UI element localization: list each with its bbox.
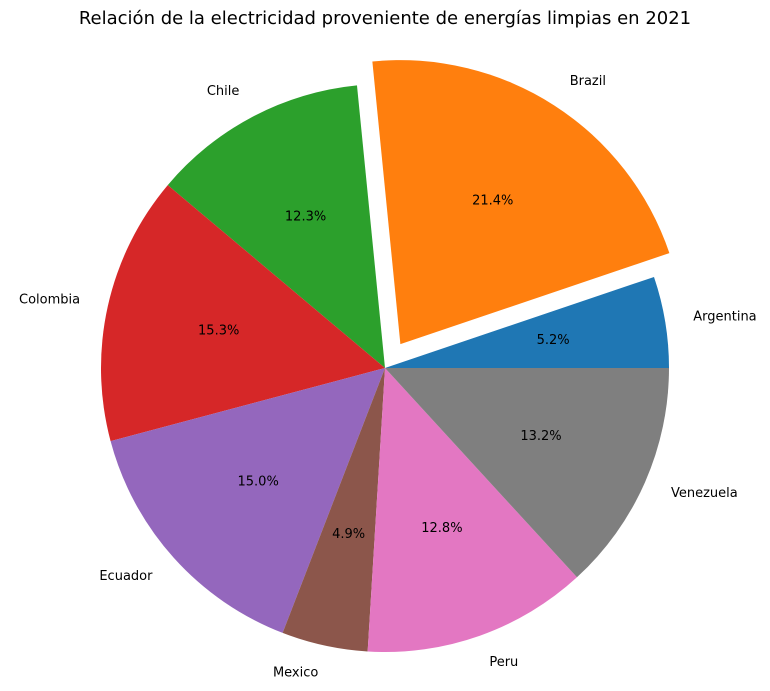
category-label-brazil: Brazil (570, 74, 606, 89)
pie-slice-ecuador (110, 368, 385, 633)
category-label-colombia: Colombia (19, 292, 80, 307)
pie-slice-mexico (282, 368, 385, 652)
category-label-mexico: Mexico (273, 666, 318, 681)
category-label-ecuador: Ecuador (99, 569, 153, 584)
pie-slice-brazil (372, 60, 670, 345)
pie-slice-chile (167, 85, 385, 368)
pie-slice-venezuela (385, 368, 669, 578)
pie-slice-argentina (385, 276, 669, 368)
pie-slice-colombia (100, 185, 385, 442)
pie-slice-peru (367, 368, 577, 652)
category-label-argentina: Argentina (693, 310, 756, 325)
category-label-venezuela: Venezuela (671, 486, 738, 501)
pct-label-chile: 12.3% (285, 210, 326, 225)
pct-label-mexico: 4.9% (332, 527, 365, 542)
chart-title: Relación de la electricidad proveniente … (78, 8, 692, 29)
pct-label-venezuela: 13.2% (520, 429, 561, 444)
pct-label-colombia: 15.3% (198, 323, 239, 338)
pct-label-brazil: 21.4% (472, 193, 513, 208)
category-label-chile: Chile (207, 84, 240, 99)
pct-label-argentina: 5.2% (537, 333, 570, 348)
category-label-peru: Peru (489, 655, 518, 670)
pct-label-peru: 12.8% (421, 521, 462, 536)
pct-label-ecuador: 15.0% (238, 474, 279, 489)
